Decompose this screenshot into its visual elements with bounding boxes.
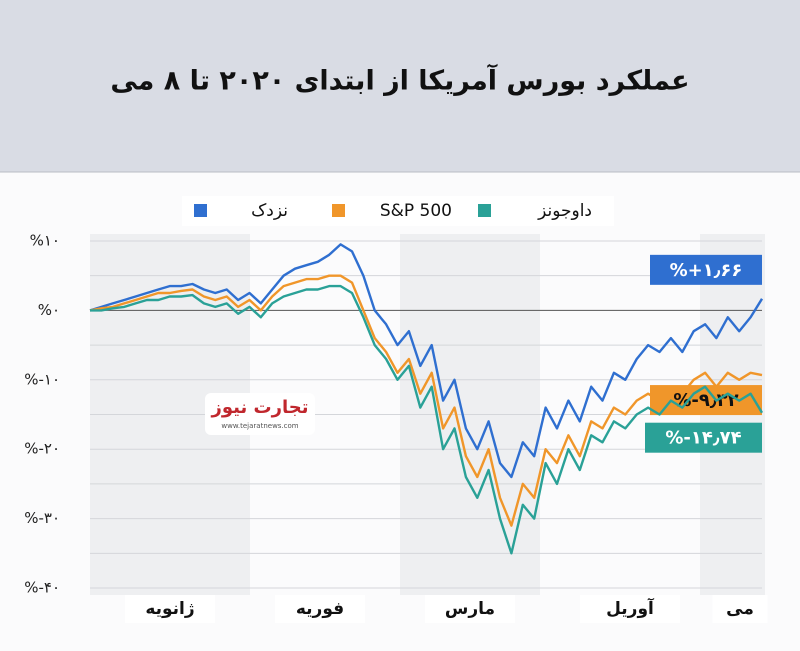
watermark-name: تجارت نیوز (211, 397, 309, 418)
legend-swatch (332, 204, 345, 217)
x-label-box (580, 595, 680, 623)
header (0, 0, 800, 172)
x-tick-label: فوریه (296, 599, 344, 619)
value-label-box (650, 254, 762, 285)
value-label: %-۱۴٫۷۴ (665, 428, 741, 449)
y-tick-label: %-۴۰ (24, 579, 60, 597)
y-tick-label: %-۲۰ (24, 440, 60, 458)
legend-box (182, 196, 614, 226)
legend-label: نزدک (251, 201, 288, 221)
x-tick-label: ژانویه (145, 599, 194, 619)
value-label-box (645, 422, 762, 453)
legend-label: داوجونز (537, 201, 592, 221)
x-label-box (275, 595, 365, 623)
series-line (90, 284, 764, 555)
x-tick-label: مارس (445, 599, 495, 619)
legend-swatch (194, 204, 207, 217)
y-tick-label: %۰ (38, 301, 60, 319)
watermark-url: www.tejaratnews.com (221, 422, 298, 430)
watermark-box (205, 393, 315, 435)
legend-swatch (478, 204, 491, 217)
y-tick-label: %۱۰ (30, 231, 60, 249)
legend-label: S&P 500 (380, 201, 452, 221)
y-tick-label: %-۳۰ (24, 509, 60, 527)
value-label: %-۹٫۳۲ (673, 390, 738, 411)
x-label-box (125, 595, 215, 623)
value-label-box (650, 385, 762, 416)
chart-title: عملکرد بورس آمریکا از ابتدای ۲۰۲۰ تا ۸ م… (110, 64, 689, 97)
x-tick-label: آوریل (606, 597, 655, 619)
x-label-box (425, 595, 515, 623)
series-line (89, 243, 764, 479)
x-tick-label: می (726, 599, 754, 619)
x-label-box (712, 595, 768, 623)
y-tick-label: %-۱۰ (24, 370, 60, 388)
value-label: %+۱٫۶۶ (670, 260, 743, 281)
